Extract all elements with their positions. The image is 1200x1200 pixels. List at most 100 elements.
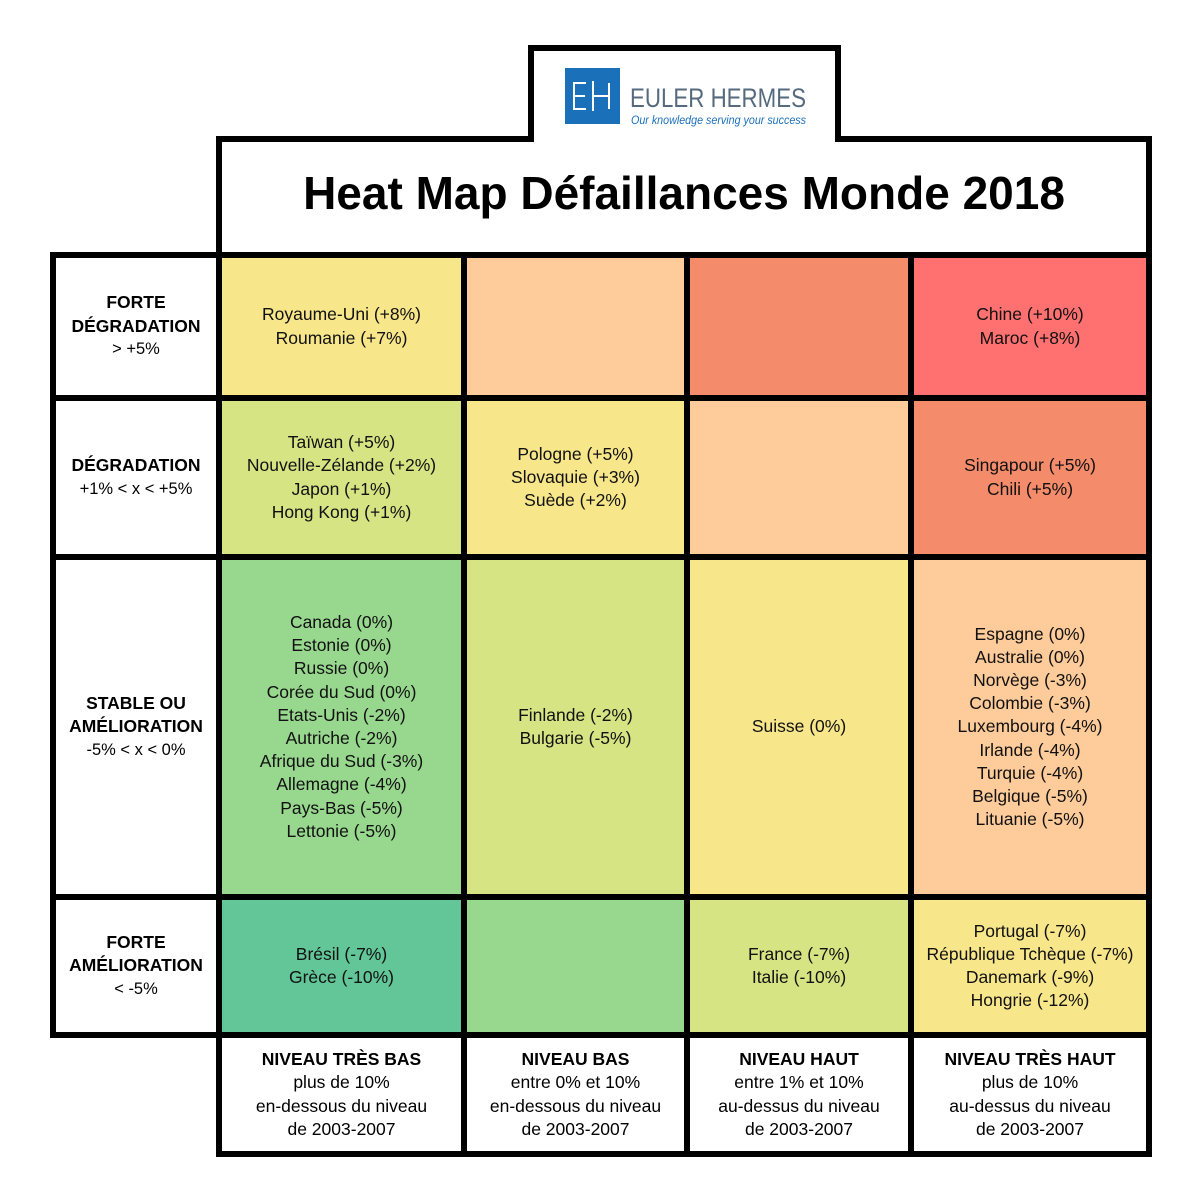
column-label-title: NIVEAU HAUT	[739, 1048, 859, 1069]
row-label-title: FORTE AMÉLIORATION	[69, 931, 203, 976]
country-item: Finlande (-2%)	[518, 704, 633, 725]
country-item: Maroc (+8%)	[979, 327, 1081, 348]
heatmap-cell-r4-c2	[467, 900, 684, 1032]
row-label-range: -5% < x < 0%	[86, 740, 186, 759]
country-item: Turquie (-4%)	[976, 762, 1084, 783]
country-item: Royaume-Uni (+8%)	[261, 304, 421, 325]
column-label-title: NIVEAU BAS	[521, 1048, 630, 1069]
country-item: Estonie (0%)	[291, 635, 392, 656]
heatmap-cell-r2-c3	[690, 401, 908, 554]
country-item: Corée du Sud (0%)	[266, 681, 417, 702]
heatmap-cell-r1-c1: Royaume-Uni (+8%) Roumanie (+7%)	[222, 258, 461, 395]
country-item: Danemark (-9%)	[965, 967, 1095, 987]
heatmap-cell-r2-c1: Taïwan (+5%) Nouvelle-Zélande (+2%) Japon …	[222, 401, 461, 554]
column-label-1: NIVEAU TRÈS BAS plus de 10% en-dessous du …	[222, 1038, 461, 1151]
country-item: Autriche (-2%)	[285, 728, 398, 748]
country-item: Colombie (-3%)	[969, 693, 1091, 714]
country-item: République Tchèque (-7%)	[926, 943, 1134, 964]
country-item: Bulgarie (-5%)	[519, 728, 632, 748]
row-label-range: < -5%	[114, 979, 158, 998]
brand-tagline: Our knowledge serving your success	[631, 115, 806, 127]
brand-name: EULER HERMES	[630, 83, 806, 113]
country-item: Suède (+2%)	[524, 490, 627, 511]
euler-hermes-logo: EULER HERMES Our knowledge serving your …	[565, 68, 806, 127]
country-item: Pologne (+5%)	[517, 443, 634, 464]
column-label-line: de 2003-2007	[744, 1118, 854, 1139]
row-label-range: > +5%	[112, 340, 160, 359]
country-item: Brésil (-7%)	[295, 943, 388, 964]
country-item: Australie (0%)	[975, 646, 1085, 667]
country-item: Hong Kong (+1%)	[271, 501, 412, 522]
country-item: Chine (+10%)	[976, 304, 1084, 325]
column-label-3: NIVEAU HAUT entre 1% et 10% au-dessus du n…	[690, 1038, 908, 1151]
column-label-4: NIVEAU TRÈS HAUT plus de 10% au-dessus du …	[914, 1038, 1146, 1151]
country-item: Slovaquie (+3%)	[511, 466, 640, 487]
title-box: Heat Map Défaillances Monde 2018	[216, 136, 1152, 258]
row-label-title: FORTE DÉGRADATION	[71, 292, 201, 336]
column-label-line: de 2003-2007	[521, 1118, 630, 1139]
heatmap-cell-r2-c4: Singapour (+5%) Chili (+5%)	[914, 401, 1146, 554]
country-item: Hongrie (-12%)	[970, 990, 1090, 1011]
country-item: Allemagne (-4%)	[276, 774, 407, 795]
country-item: Singapour (+5%)	[964, 455, 1096, 476]
country-item: Portugal (-7%)	[973, 920, 1087, 941]
country-item: Pays-Bas (-5%)	[280, 797, 403, 818]
heatmap-cell-r3-c1: Canada (0%) Estonie (0%) Russie (0%) Corée …	[222, 560, 461, 894]
column-label-line: en-dessous du niveau	[489, 1095, 662, 1116]
country-item: Lituanie (-5%)	[975, 809, 1085, 830]
column-label-2: NIVEAU BAS entre 0% et 10% en-dessous du n…	[467, 1038, 684, 1151]
column-label-line: au-dessus du niveau	[718, 1095, 880, 1116]
country-item: Canada (0%)	[289, 611, 394, 632]
heatmap-cell-r3-c3: Suisse (0%)	[690, 560, 908, 894]
column-label-line: entre 1% et 10%	[734, 1072, 864, 1093]
country-item: Afrique du Sud (-3%)	[259, 751, 424, 772]
heatmap-cell-r4-c3: France (-7%) Italie (-10%)	[690, 900, 908, 1032]
eh-monogram-icon	[565, 68, 620, 124]
heatmap-cell-r4-c1: Brésil (-7%) Grèce (-10%)	[222, 900, 461, 1032]
heatmap-cell-r1-c3	[690, 258, 908, 395]
column-label-line: au-dessus du niveau	[949, 1095, 1111, 1116]
country-item: Russie (0%)	[293, 658, 390, 679]
eh-letters-icon	[573, 81, 610, 111]
row-label-4: FORTE AMÉLIORATION < -5%	[56, 900, 216, 1032]
row-label-title: STABLE OU AMÉLIORATION	[69, 692, 203, 737]
row-label-3: STABLE OU AMÉLIORATION -5% < x < 0%	[56, 560, 216, 894]
country-item: Roumanie (+7%)	[275, 327, 408, 348]
country-item: Chili (+5%)	[986, 478, 1074, 499]
country-item: Etats-Unis (-2%)	[277, 704, 406, 725]
column-label-line: plus de 10%	[293, 1072, 390, 1093]
heatmap-cell-r1-c2	[467, 258, 684, 395]
column-label-line: plus de 10%	[981, 1072, 1079, 1093]
country-item: Espagne (0%)	[974, 623, 1086, 644]
column-label-title: NIVEAU TRÈS HAUT	[944, 1048, 1116, 1069]
column-label-title: NIVEAU TRÈS BAS	[261, 1048, 422, 1069]
country-item: Irlande (-4%)	[979, 739, 1081, 760]
chart-title: Heat Map Défaillances Monde 2018	[303, 167, 1065, 219]
country-item: Luxembourg (-4%)	[957, 716, 1103, 737]
country-item: Grèce (-10%)	[288, 967, 395, 987]
row-label-1: FORTE DÉGRADATION > +5%	[56, 258, 216, 395]
column-label-line: en-dessous du niveau	[255, 1095, 428, 1116]
row-label-range: +1% < x < +5%	[79, 479, 193, 498]
column-labels: NIVEAU TRÈS BAS plus de 10% en-dessous du …	[216, 1032, 1152, 1157]
heatmap-cell-r4-c4: Portugal (-7%) République Tchèque (-7%) Da…	[914, 900, 1146, 1032]
heatmap-cell-r1-c4: Chine (+10%) Maroc (+8%)	[914, 258, 1146, 395]
heatmap-cell-r3-c2: Finlande (-2%) Bulgarie (-5%)	[467, 560, 684, 894]
country-item: Norvège (-3%)	[973, 669, 1087, 690]
column-label-line: de 2003-2007	[287, 1118, 396, 1139]
column-label-line: de 2003-2007	[975, 1118, 1085, 1139]
heatmap-grid: FORTE DÉGRADATION > +5% Royaume-Uni (+8%) R…	[50, 252, 1152, 1038]
country-item: Belgique (-5%)	[972, 786, 1088, 806]
heatmap-cell-r3-c4: Espagne (0%) Australie (0%) Norvège (-3%) C…	[914, 560, 1146, 894]
country-item: Suisse (0%)	[751, 716, 847, 737]
country-item: Italie (-10%)	[751, 967, 847, 987]
country-item: Lettonie (-5%)	[286, 820, 397, 841]
country-item: Nouvelle-Zélande (+2%)	[246, 455, 437, 476]
country-item: Japon (+1%)	[291, 478, 392, 499]
row-label-title: DÉGRADATION	[71, 455, 201, 475]
country-item: France (-7%)	[747, 943, 851, 964]
country-item: Taïwan (+5%)	[287, 432, 396, 453]
heatmap-cell-r2-c2: Pologne (+5%) Slovaquie (+3%) Suède (+2%)	[467, 401, 684, 554]
column-label-line: entre 0% et 10%	[510, 1072, 641, 1093]
row-label-2: DÉGRADATION +1% < x < +5%	[56, 401, 216, 554]
